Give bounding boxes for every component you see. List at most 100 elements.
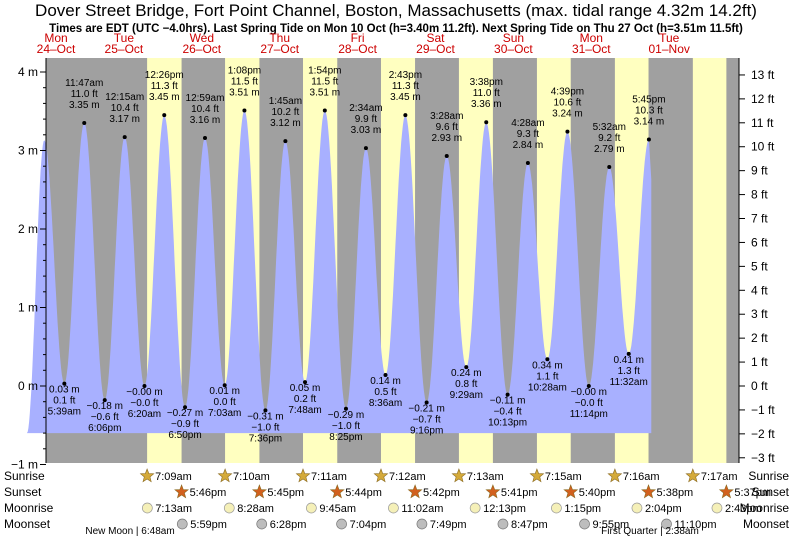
tide-point (545, 357, 550, 362)
moon-phase-new-moon: New Moon | 6:48am (85, 526, 174, 537)
tide-label-time: 9:16pm (410, 425, 443, 436)
tide-label-height-m: 3.45 m (149, 92, 180, 103)
sunset-time: 5:45pm (267, 487, 304, 499)
moonrise-time: 11:02am (401, 503, 443, 515)
moonset-icon (579, 518, 590, 530)
right-axis-label: 7 ft (751, 212, 768, 226)
right-axis-label: 3 ft (751, 307, 768, 321)
tide-label-height-m: 3.36 m (471, 99, 502, 110)
right-axis-label: 13 ft (751, 68, 775, 82)
tide-label-height-ft: 10.4 ft (111, 103, 139, 114)
right-axis-label: −2 ft (751, 427, 775, 441)
tide-label-height-ft: 11.5 ft (231, 76, 258, 87)
day-date: 31–Oct (572, 42, 611, 56)
day-date: 27–Oct (260, 42, 299, 56)
axes: −1 m 0 m 1 m 2 m 3 m 4 m −3 ft −2 ft −1 ft 0 ft 1 … (11, 58, 775, 472)
tide-label-height-m: 3.17 m (109, 114, 140, 125)
tide-label-height-ft: −1.0 ft (332, 421, 360, 432)
sunset-time: 5:38pm (657, 487, 694, 499)
sunrise-icon (607, 468, 623, 483)
tide-point (162, 113, 167, 118)
tide-label-time: 6:50pm (168, 430, 201, 441)
sunset-time: 5:40pm (579, 487, 616, 499)
day-name: Mon (44, 31, 67, 45)
moonset-time: 6:28pm (270, 519, 307, 531)
sun-moon-table: Sunrise Sunrise Sunset Sunset Moonrise Moonri… (4, 468, 790, 537)
tide-label-height-m: −0.11 m (490, 396, 526, 407)
tide-label-time: 10:28am (528, 382, 567, 393)
tide-label-height-ft: 11.5 ft (311, 76, 338, 87)
day-name: Sun (503, 31, 524, 45)
moonrise-time: 1:15pm (564, 503, 601, 515)
tide-label-height-m: 3.03 m (351, 125, 382, 136)
day-name: Sat (426, 31, 445, 45)
moonrise-time: 2:43pm (725, 503, 762, 515)
moonrise-time: 7:13am (155, 503, 192, 515)
day-name: Fri (351, 31, 365, 45)
tide-point (183, 405, 188, 410)
tide-label-time: 7:36pm (249, 433, 282, 444)
tide-label-height-m: 3.51 m (310, 87, 341, 98)
left-axis-label: −1 m (11, 458, 38, 472)
tide-label-height-m: 3.35 m (69, 100, 100, 111)
tide-point (363, 146, 368, 151)
day-date: 28–Oct (338, 42, 377, 56)
tide-label-height-ft: −0.0 ft (575, 398, 603, 409)
tide-label-time: 8:36am (369, 398, 402, 409)
tide-label-height-ft: 11.0 ft (71, 89, 98, 100)
sunrise-icon (139, 468, 155, 483)
tide-label-height-m: −0.00 m (126, 387, 162, 398)
tide-label-time: 4:39pm (551, 87, 584, 98)
sunrise-time: 7:17am (701, 471, 738, 483)
moonset-icon (176, 518, 188, 530)
tide-point (303, 380, 308, 385)
tide-label-time: 3:28am (430, 111, 463, 122)
tide-point (263, 408, 268, 413)
tide-point (444, 153, 449, 158)
tide-label-time: 1:08pm (228, 65, 261, 76)
tide-label-height-ft: 11.0 ft (473, 88, 500, 99)
tide-label-time: 5:32am (593, 122, 626, 133)
moonset-time: 9:55pm (593, 519, 630, 531)
sunrise-icon (685, 468, 701, 483)
tide-point (565, 129, 570, 134)
day-date: 30–Oct (494, 42, 533, 56)
tide-label-height-m: 3.14 m (634, 117, 665, 128)
tide-label-height-ft: 10.3 ft (635, 106, 663, 117)
tide-point (202, 135, 207, 140)
day-name: Tue (114, 31, 135, 45)
tide-label-height-m: −0.27 m (167, 408, 203, 419)
left-axis-label: 2 m (18, 222, 38, 236)
day-name: Wed (190, 31, 214, 45)
moonset-time: 7:04pm (350, 519, 387, 531)
right-axis-label: 11 ft (751, 116, 774, 130)
header: Dover Street Bridge, Fort Point Channel,… (35, 1, 757, 35)
sunset-icon (485, 484, 501, 499)
water-area (26, 110, 652, 434)
tide-point (122, 135, 127, 140)
tide-point (403, 113, 408, 118)
sunrise-time: 7:12am (389, 471, 426, 483)
tide-label-time: 5:39am (48, 407, 81, 418)
tide-label-height-ft: 9.3 ft (517, 129, 539, 140)
moonset-icon (336, 518, 347, 530)
tide-point (283, 139, 288, 144)
tide-label-height-ft: 10.2 ft (271, 107, 299, 118)
day-name: Thu (269, 31, 290, 45)
tide-point (62, 381, 67, 386)
tide-label-time: 7:03am (208, 408, 241, 419)
day-date: 25–Oct (105, 42, 144, 56)
tide-point (646, 137, 651, 142)
moonrise-time: 12:13pm (483, 503, 526, 515)
right-axis-label: −3 ft (751, 451, 775, 465)
tide-label-height-m: 3.16 m (190, 115, 221, 126)
left-axis-label: 0 m (18, 379, 38, 393)
tide-label-time: 5:45pm (632, 95, 665, 106)
moonrise-icon (551, 502, 562, 514)
sunset-icon (641, 484, 657, 499)
tide-label-height-m: 3.24 m (552, 109, 583, 120)
moonrise-icon (305, 502, 317, 514)
tide-point (82, 121, 87, 126)
sunrise-icon (451, 468, 467, 483)
sunrise-time: 7:15am (545, 471, 582, 483)
